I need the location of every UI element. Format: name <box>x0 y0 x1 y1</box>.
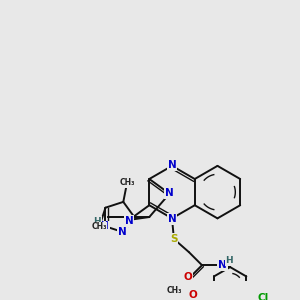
Text: H: H <box>93 217 101 226</box>
Text: S: S <box>170 234 178 244</box>
Text: N: N <box>100 221 109 231</box>
Text: N: N <box>118 227 127 237</box>
Text: N: N <box>218 260 227 270</box>
Text: O: O <box>184 272 192 282</box>
Text: CH₃: CH₃ <box>167 286 182 295</box>
Text: H: H <box>225 256 233 265</box>
Text: N: N <box>168 160 176 170</box>
Text: CH₃: CH₃ <box>119 178 135 188</box>
Text: N: N <box>125 216 134 226</box>
Text: Cl: Cl <box>258 293 269 300</box>
Text: N: N <box>168 214 176 224</box>
Text: N: N <box>165 188 174 198</box>
Text: CH₃: CH₃ <box>91 222 107 231</box>
Text: O: O <box>189 290 198 300</box>
